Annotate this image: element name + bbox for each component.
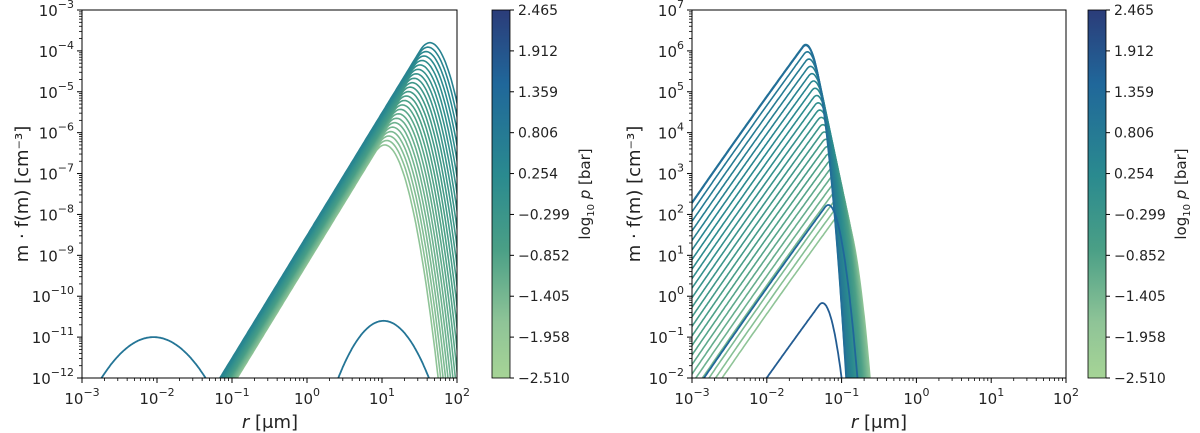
left-ytick-label: 10−10 [32,284,74,306]
right-cb-tick-label: −0.299 [1114,207,1166,223]
right-ytick-label: 103 [658,162,684,184]
right-colorbar-ticks: 2.465 1.912 1.359 0.806 0.254 −0.299 −0.852 −1.… [1106,3,1166,387]
left-cb-tick-label: 1.912 [518,44,558,60]
left-bump-curve [337,319,430,378]
left-xtick-label: 10−3 [64,386,99,408]
left-ytick-label: 10−4 [39,39,74,61]
left-cb-tick-label: 2.465 [518,3,558,19]
left-series-curve [225,81,457,378]
right-cb-tick-label: −0.852 [1114,248,1166,264]
right-ytick-label: 101 [658,243,684,265]
left-ytick-label: 10−7 [39,162,74,184]
left-ylabel: m · f(m) [cm⁻³] [12,126,33,263]
right-xtick-label: 102 [1053,386,1079,408]
right-xtick-label: 10−3 [674,386,709,408]
left-ytick-label: 10−3 [39,0,74,20]
right-cb-tick-label: 1.912 [1114,44,1154,60]
right-colorbar-bar [1087,9,1107,379]
left-cb-tick-label: 1.359 [518,85,558,101]
left-curves [100,41,457,378]
right-xtick-label: 100 [903,386,929,408]
left-colorbar-ticks: 2.465 1.912 1.359 0.806 0.254 −0.299 −0.852 −1.… [510,3,570,387]
right-cb-tick-label: −1.405 [1114,289,1166,305]
right-ytick-label: 100 [658,284,684,306]
left-series-curve [234,135,444,378]
right-cb-tick-label: 0.806 [1114,126,1154,142]
left-series-curve [235,139,442,378]
left-xlabel: r [μm] [242,412,298,433]
left-cb-tick-label: −0.299 [518,207,570,223]
left-cb-tick-label: −1.958 [518,330,570,346]
left-series-curve [232,121,452,378]
left-series-curve [227,90,457,378]
right-colorbar: 2.465 1.912 1.359 0.806 0.254 −0.299 −0.852 −1.… [1087,3,1193,387]
right-xlabel: r [μm] [851,412,907,433]
left-panel: 10−3 10−2 10−1 100 101 102 10−12 10−11 10−10 10−9… [12,0,470,433]
left-colorbar-label: log10 p [bar] [576,148,597,239]
left-ytick-label: 10−11 [32,325,74,347]
right-cb-tick-label: 1.359 [1114,85,1154,101]
left-xtick-label: 101 [369,386,395,408]
left-xtick-label: 102 [444,386,470,408]
left-series-curve [233,126,449,378]
right-cb-tick-label: −2.510 [1114,371,1166,387]
right-ytick-label: 102 [658,202,684,224]
right-ytick-label: 106 [658,39,684,61]
left-series-curve [221,55,457,378]
left-series-curve [219,46,457,378]
right-panel: 10−3 10−2 10−1 100 101 10210−210−110010110210… [624,0,1079,433]
left-ytick-label: 10−9 [39,243,74,265]
right-ytick-label: 10−2 [649,366,684,388]
left-axes-frame [81,9,458,379]
left-bump-curve [100,336,207,378]
left-ytick-label: 10−5 [39,80,74,102]
right-bump-curve [765,302,843,378]
right-ytick-label: 10−1 [649,325,684,347]
left-series-curve [222,64,457,378]
right-cb-tick-label: 0.254 [1114,167,1154,183]
right-xtick-label: 101 [978,386,1004,408]
right-cb-tick-label: −1.958 [1114,330,1166,346]
left-series-curve [218,41,457,378]
left-xtick-label: 10−2 [139,386,174,408]
left-series-curve [228,99,457,378]
left-series-curve [223,68,457,378]
right-axes-frame [691,9,1067,379]
left-series-curve [224,72,457,378]
right-bump-curve [692,44,848,378]
right-xtick-label: 10−2 [749,386,784,408]
left-xtick-label: 100 [294,386,320,408]
right-ylabel: m · f(m) [cm⁻³] [624,126,645,263]
right-ytick-label: 105 [658,80,684,102]
left-cb-tick-label: 0.806 [518,126,558,142]
right-ytick-label: 107 [658,0,684,20]
right-ytick-label: 104 [658,121,684,143]
right-curves [692,43,871,378]
left-colorbar: 2.465 1.912 1.359 0.806 0.254 −0.299 −0.852 −1.… [491,3,597,387]
left-colorbar-bar [491,9,511,379]
left-cb-tick-label: 0.254 [518,167,558,183]
left-ticks: 10−3 10−2 10−1 100 101 102 10−12 10−11 10−10 10−9… [32,0,470,408]
left-ytick-label: 10−6 [39,121,74,143]
left-series-curve [225,77,457,378]
left-cb-tick-label: −0.852 [518,248,570,264]
right-cb-tick-label: 2.465 [1114,3,1154,19]
left-ytick-label: 10−12 [32,366,74,388]
right-xtick-label: 10−1 [824,386,859,408]
left-xtick-label: 10−1 [214,386,249,408]
left-cb-tick-label: −1.405 [518,289,570,305]
left-series-curve [231,112,457,378]
right-colorbar-label: log10 p [bar] [1172,148,1193,239]
left-cb-tick-label: −2.510 [518,371,570,387]
left-ytick-label: 10−8 [39,202,74,224]
right-bump-curve [702,204,859,378]
